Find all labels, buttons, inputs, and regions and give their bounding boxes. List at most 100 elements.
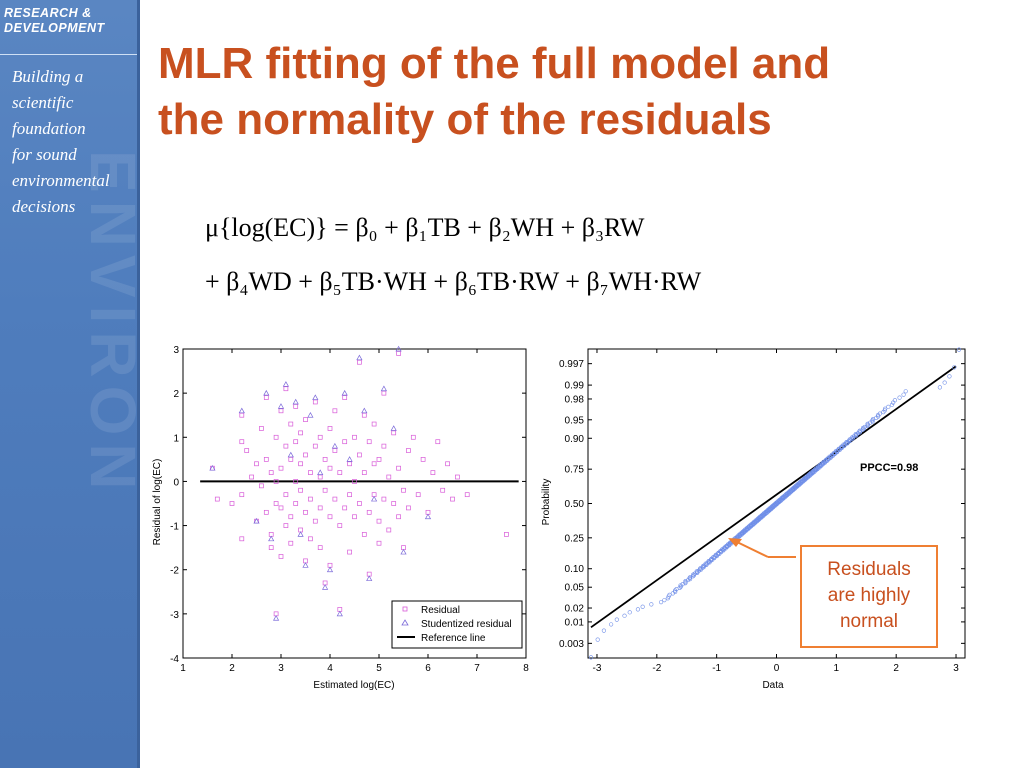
residual-point <box>391 501 397 506</box>
probability-point <box>956 347 962 352</box>
probability-point <box>889 402 895 407</box>
sidebar-edge <box>137 0 140 768</box>
studentized-residual-point <box>273 615 280 621</box>
probability-point <box>667 592 672 598</box>
studentized-residual-point <box>292 398 299 405</box>
studentized-residual-point <box>277 403 285 409</box>
probability-point <box>622 613 627 618</box>
residual-chart-xlabel: Estimated log(EC) <box>313 680 394 691</box>
residual-point <box>278 408 284 414</box>
residual-point <box>268 545 274 550</box>
residual-point <box>254 461 259 467</box>
residual-point <box>401 487 406 493</box>
studentized-residual-point <box>390 425 397 431</box>
residual-y-tick-label: 2 <box>173 389 179 400</box>
residual-point <box>337 523 343 528</box>
residual-point <box>332 408 338 414</box>
probability-point <box>882 408 887 413</box>
probability-point <box>865 421 870 426</box>
probability-point <box>751 520 756 526</box>
residual-x-tick-label: 3 <box>278 663 284 674</box>
residual-point <box>337 470 343 475</box>
callout-line-1: Residuals <box>827 559 911 580</box>
probability-point <box>678 583 683 588</box>
callout-connector-diagonal <box>736 541 769 558</box>
probability-point <box>687 576 693 582</box>
studentized-residual-point <box>282 381 289 387</box>
legend-label-reference-line: Reference line <box>421 633 486 644</box>
studentized-residual-point <box>366 575 373 581</box>
legend-label-residual: Residual <box>421 605 460 616</box>
probability-x-tick-label: 3 <box>953 663 959 674</box>
probability-point <box>867 420 873 425</box>
probability-point <box>942 380 947 385</box>
residual-point <box>386 527 392 533</box>
probability-x-tick-label: 1 <box>834 663 840 674</box>
residual-point <box>293 439 299 445</box>
residual-point <box>273 479 279 484</box>
residual-point <box>278 554 284 559</box>
studentized-residual-point <box>312 394 319 400</box>
residual-point <box>308 496 313 502</box>
logo-line-2: DEVELOPMENT <box>4 21 105 35</box>
residual-point <box>308 536 313 542</box>
probability-point <box>844 439 849 445</box>
probability-point <box>694 569 699 574</box>
residual-point <box>283 443 289 449</box>
residual-y-tick-label: -1 <box>170 522 179 533</box>
residual-point <box>288 421 294 427</box>
residual-point <box>371 461 377 467</box>
studentized-residual-point <box>380 385 387 392</box>
callout-arrowhead <box>728 538 742 547</box>
probability-point <box>892 398 898 403</box>
probability-point <box>649 602 654 607</box>
probability-y-tick-label: 0.10 <box>565 564 585 575</box>
probability-y-tick-label: 0.01 <box>565 617 585 628</box>
residual-point <box>440 487 446 493</box>
residuals-callout-box: Residuals are highly normal <box>800 545 938 648</box>
probability-point <box>700 564 706 569</box>
studentized-residual-point <box>371 495 378 502</box>
probability-point <box>601 628 607 633</box>
studentized-residual-point <box>297 531 304 537</box>
residual-point <box>376 518 382 524</box>
residual-x-tick-label: 1 <box>180 663 186 674</box>
probability-point <box>860 427 865 432</box>
residual-x-tick-label: 8 <box>523 663 529 674</box>
probability-point <box>658 600 664 605</box>
residual-point <box>396 465 401 471</box>
residual-point <box>464 492 470 498</box>
probability-y-tick-label: 0.90 <box>565 434 585 445</box>
probability-point <box>640 604 645 609</box>
residual-point <box>406 505 411 511</box>
probability-point <box>704 562 709 567</box>
residual-x-tick-label: 4 <box>327 663 333 674</box>
mission-line-3: foundation <box>12 119 86 138</box>
probability-point <box>680 582 685 587</box>
residual-point <box>406 448 411 453</box>
probability-point <box>588 655 594 660</box>
residual-y-tick-label: -4 <box>170 654 179 665</box>
studentized-residual-point <box>326 566 334 573</box>
residual-point <box>352 514 357 520</box>
probability-point <box>614 617 619 622</box>
probability-point <box>765 508 770 513</box>
residual-point <box>396 514 401 520</box>
residual-point <box>239 439 245 445</box>
residual-point <box>347 549 352 555</box>
residual-x-tick-label: 5 <box>376 663 382 674</box>
ppcc-annotation: PPCC=0.98 <box>860 462 918 474</box>
studentized-residual-point <box>395 345 402 352</box>
residual-point <box>263 509 269 515</box>
residual-point <box>327 426 333 431</box>
callout-line-3: normal <box>839 611 899 632</box>
residual-point <box>293 479 299 484</box>
probability-point <box>746 524 751 529</box>
sidebar-divider <box>0 54 140 55</box>
studentized-residual-point <box>336 610 343 617</box>
probability-reference-line <box>590 365 957 629</box>
studentized-residual-point <box>424 513 432 520</box>
residual-point <box>366 439 372 445</box>
residual-point <box>376 540 382 546</box>
